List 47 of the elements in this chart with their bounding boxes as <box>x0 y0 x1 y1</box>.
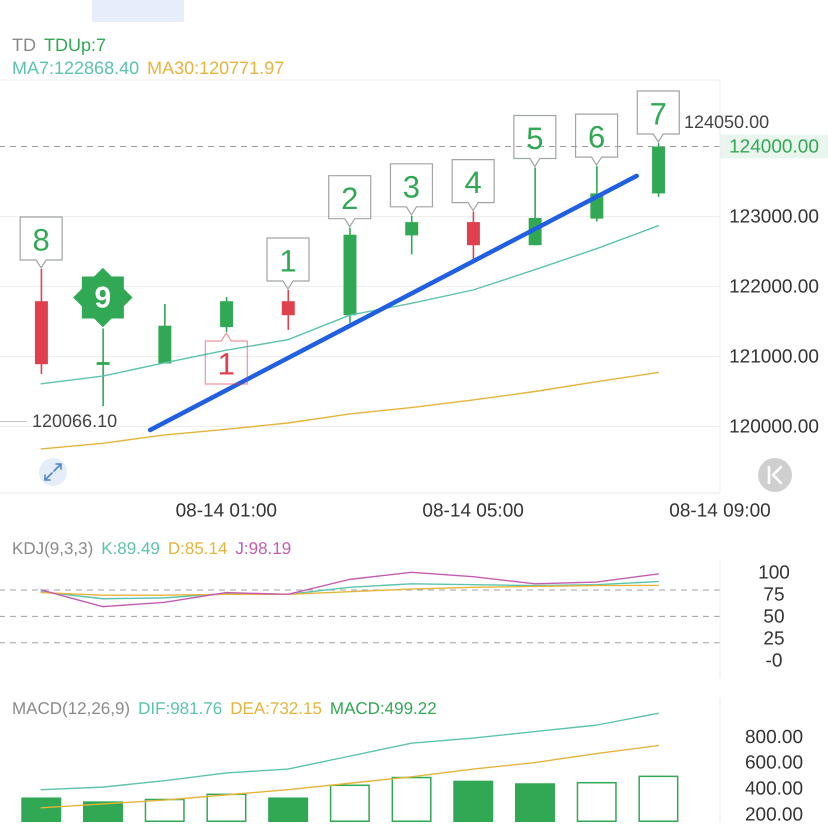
y-tick-label: 200.00 <box>744 804 804 825</box>
y-tick-label: 122000.00 <box>729 276 819 297</box>
annotation: 120066.10 <box>32 410 118 432</box>
text: DEA:732.15 <box>230 699 322 718</box>
text: DIF:981.76 <box>138 699 222 718</box>
candlestick <box>282 289 295 331</box>
y-tick-label: 120000.00 <box>729 416 819 437</box>
annotation: 1 <box>218 346 235 381</box>
y-tick-label: -0 <box>766 650 782 671</box>
annotation: 3 <box>402 168 420 204</box>
y-tick-label: 100 <box>758 562 790 583</box>
text: K:89.49 <box>101 539 160 558</box>
line-series <box>40 584 659 596</box>
chart-title: TD <box>12 35 36 55</box>
x-tick-label: 08-14 09:00 <box>669 500 771 522</box>
y-tick-label: 25 <box>763 628 785 649</box>
x-tick-label: 08-14 05:00 <box>422 500 524 522</box>
chart-subtitle: TDUp:7 <box>44 35 106 55</box>
candlestick <box>405 215 418 256</box>
annotation: 124050.00 <box>684 112 770 132</box>
text: MACD:499.22 <box>330 699 437 718</box>
y-tick-label: 75 <box>763 584 785 605</box>
annotation: 7 <box>650 96 667 131</box>
annotation: 2 <box>341 180 358 216</box>
text: J:98.19 <box>235 539 292 558</box>
x-tick-label: 08-14 01:00 <box>176 500 277 522</box>
text: D:85.14 <box>168 539 228 558</box>
annotation: 8 <box>32 222 50 257</box>
chart-title: KDJ(9,3,3) <box>12 539 94 558</box>
y-tick-label: 121000.00 <box>729 346 819 367</box>
ref-line-label: 124000.00 <box>729 136 819 157</box>
y-tick-label: 50 <box>763 606 785 627</box>
line-series <box>40 744 659 808</box>
candlestick <box>466 210 480 262</box>
chart-title: MACD(12,26,9) <box>12 699 130 718</box>
annotation: 5 <box>526 120 544 156</box>
annotation: 1 <box>279 243 297 278</box>
y-tick-label: 123000.00 <box>729 206 819 227</box>
text: MA30:120771.97 <box>147 58 284 78</box>
text: MA7:122868.40 <box>12 58 140 78</box>
annotation: 9 <box>94 281 112 314</box>
line-series <box>40 572 659 608</box>
y-tick-label: 800.00 <box>744 726 804 748</box>
annotation: 6 <box>588 119 606 154</box>
annotation: 4 <box>464 164 482 200</box>
y-tick-label: 400.00 <box>744 778 804 799</box>
y-tick-label: 600.00 <box>744 752 804 774</box>
